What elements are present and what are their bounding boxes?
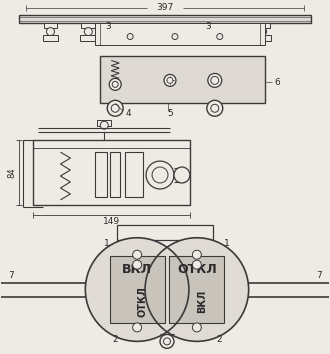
- Text: 397: 397: [156, 3, 174, 12]
- Text: ВКЛ: ВКЛ: [197, 290, 207, 313]
- Text: 3: 3: [205, 22, 211, 31]
- Circle shape: [47, 28, 54, 35]
- Circle shape: [211, 76, 219, 84]
- Circle shape: [194, 289, 199, 294]
- Circle shape: [259, 28, 267, 35]
- Circle shape: [127, 34, 133, 40]
- Text: 7: 7: [8, 271, 14, 280]
- Circle shape: [84, 28, 92, 35]
- Circle shape: [160, 335, 174, 348]
- Bar: [18, 15, 312, 23]
- Bar: [82, 23, 95, 28]
- Text: ОТКЛ: ОТКЛ: [137, 286, 147, 317]
- Bar: [255, 35, 271, 41]
- Circle shape: [131, 289, 136, 294]
- Text: 7: 7: [316, 271, 322, 280]
- Bar: [171, 23, 185, 28]
- Circle shape: [146, 161, 174, 189]
- Circle shape: [174, 28, 182, 35]
- Circle shape: [192, 323, 201, 332]
- Circle shape: [174, 167, 190, 183]
- Bar: [100, 57, 265, 103]
- Text: 6: 6: [275, 78, 280, 87]
- Bar: [131, 23, 145, 28]
- Circle shape: [114, 287, 124, 297]
- Bar: [95, 152, 107, 197]
- Bar: [130, 35, 146, 41]
- Circle shape: [152, 167, 168, 183]
- Bar: [110, 152, 120, 197]
- Circle shape: [134, 28, 142, 35]
- Bar: [81, 35, 96, 41]
- Bar: [43, 35, 58, 41]
- Text: ОТКЛ: ОТКЛ: [177, 263, 217, 276]
- Text: 1: 1: [224, 239, 230, 248]
- Circle shape: [109, 78, 121, 90]
- Text: 4: 4: [125, 109, 131, 118]
- Bar: [170, 256, 224, 324]
- Circle shape: [85, 238, 189, 341]
- Text: 149: 149: [103, 217, 120, 226]
- Circle shape: [217, 34, 223, 40]
- Text: 3: 3: [105, 22, 111, 31]
- Circle shape: [145, 238, 248, 341]
- Bar: [97, 120, 111, 126]
- Text: 2: 2: [113, 335, 118, 344]
- Circle shape: [208, 287, 218, 297]
- Text: 84: 84: [7, 167, 16, 178]
- Bar: [44, 23, 57, 28]
- Circle shape: [207, 100, 223, 116]
- Bar: [33, 140, 190, 205]
- Bar: [217, 35, 233, 41]
- Circle shape: [100, 121, 108, 129]
- Bar: [256, 23, 270, 28]
- Circle shape: [163, 338, 171, 345]
- Bar: [117, 225, 213, 240]
- Circle shape: [210, 289, 215, 294]
- Bar: [170, 35, 186, 41]
- Bar: [125, 152, 143, 197]
- Circle shape: [133, 250, 142, 259]
- Circle shape: [172, 34, 178, 40]
- Text: ВКЛ: ВКЛ: [122, 263, 152, 276]
- Circle shape: [133, 323, 142, 332]
- Circle shape: [133, 260, 142, 269]
- Circle shape: [211, 104, 219, 112]
- Circle shape: [192, 260, 201, 269]
- Text: 1: 1: [104, 239, 110, 248]
- Bar: [218, 23, 232, 28]
- Circle shape: [112, 81, 118, 87]
- Circle shape: [107, 100, 123, 116]
- Circle shape: [164, 74, 176, 86]
- Circle shape: [167, 78, 173, 84]
- Bar: [110, 256, 164, 324]
- Circle shape: [192, 287, 202, 297]
- Circle shape: [221, 28, 229, 35]
- Circle shape: [111, 104, 119, 112]
- Text: 5: 5: [167, 109, 173, 118]
- Text: 2: 2: [216, 335, 221, 344]
- Circle shape: [128, 287, 138, 297]
- Circle shape: [208, 73, 222, 87]
- Circle shape: [117, 289, 122, 294]
- Bar: [95, 23, 265, 45]
- Circle shape: [192, 250, 201, 259]
